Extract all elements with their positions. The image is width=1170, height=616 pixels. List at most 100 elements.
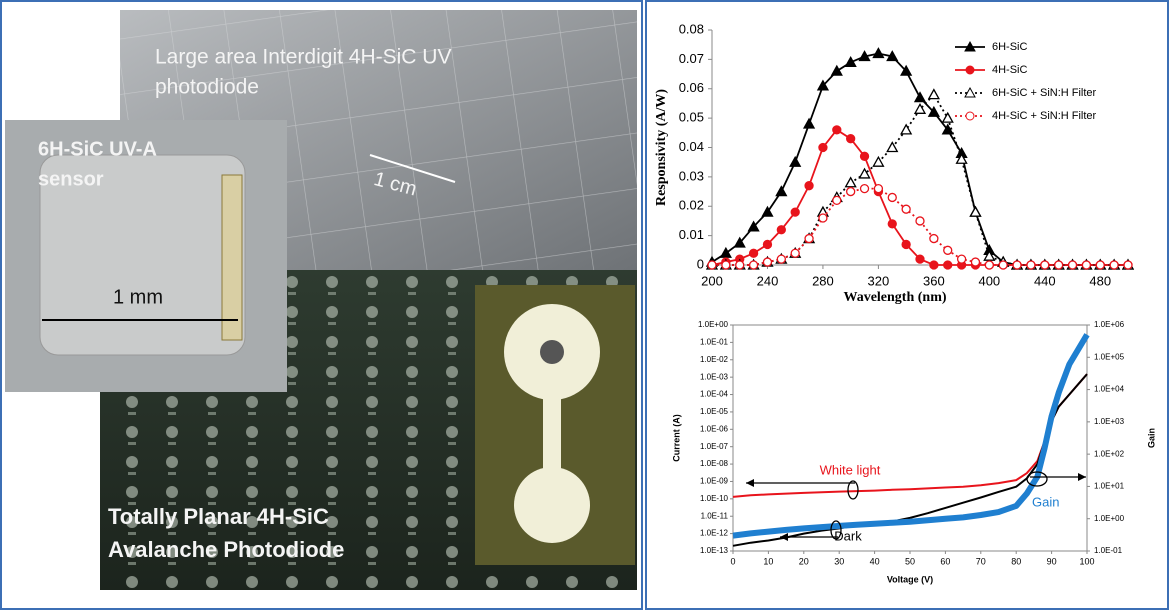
- y-tick-label: 0.02: [679, 198, 704, 213]
- x-axis-title: Wavelength (nm): [843, 290, 946, 305]
- y-axis-title: Current (A): [671, 414, 681, 462]
- marker: [830, 64, 843, 76]
- marker: [1067, 260, 1078, 270]
- right-frame: [645, 0, 1169, 610]
- y-tick-label: 1.0E-04: [700, 390, 729, 399]
- marker: [929, 260, 939, 270]
- x-tick-label: 320: [868, 273, 890, 288]
- photo-label: 1 mm: [113, 286, 163, 308]
- marker: [858, 50, 871, 62]
- y-tick-label: 0.05: [679, 110, 704, 125]
- legend-marker: [965, 111, 975, 121]
- legend-label: 6H-SiC + SiN:H Filter: [992, 87, 1097, 99]
- marker: [873, 183, 884, 194]
- marker: [956, 254, 967, 264]
- ellipse: [847, 480, 859, 500]
- marker: [927, 105, 940, 117]
- apd-pad: [514, 467, 590, 543]
- x-tick-label: 90: [1047, 556, 1057, 566]
- legend-marker: [964, 86, 976, 98]
- marker: [818, 213, 828, 223]
- photo-label: sensor: [38, 168, 104, 190]
- marker: [844, 176, 857, 188]
- x-tick-label: 20: [799, 556, 809, 566]
- y2-axis-title: Gain: [1146, 428, 1156, 448]
- x-axis-title: Voltage (V): [887, 574, 933, 584]
- marker: [984, 260, 994, 270]
- y-tick-label: 1.0E+00: [698, 320, 729, 329]
- y-tick-label: 1.0E-10: [700, 494, 729, 503]
- marker: [818, 142, 828, 153]
- marker: [762, 239, 773, 250]
- y-tick-label: 0.01: [679, 227, 704, 242]
- marker: [1081, 260, 1092, 270]
- marker: [719, 246, 732, 258]
- annotation: White light: [820, 462, 881, 477]
- marker: [761, 205, 774, 217]
- x-tick-label: 100: [1079, 556, 1094, 566]
- marker: [998, 260, 1008, 270]
- y-tick-label: 0.07: [679, 51, 704, 66]
- plot-area: [712, 30, 1128, 265]
- y-tick-label: 1.0E-09: [700, 477, 729, 486]
- ellipse: [1026, 471, 1048, 487]
- scale-1cm: [369, 154, 456, 183]
- arrow-head: [746, 479, 754, 487]
- marker: [789, 155, 802, 167]
- y2-tick-label: 1.0E+06: [1094, 320, 1125, 329]
- y2-tick-label: 1.0E+05: [1094, 352, 1125, 361]
- y2-tick-label: 1.0E+03: [1094, 417, 1125, 426]
- arrow-head: [780, 533, 788, 541]
- legend-marker: [965, 65, 975, 75]
- marker: [1123, 260, 1133, 270]
- y-tick-label: 1.0E-11: [701, 511, 729, 520]
- apd-neck: [543, 395, 561, 475]
- marker: [733, 236, 746, 248]
- marker: [1054, 260, 1064, 270]
- x-tick-label: 30: [834, 556, 844, 566]
- marker: [1095, 260, 1105, 270]
- y-tick-label: 0.06: [679, 80, 704, 95]
- marker: [735, 260, 745, 270]
- y2-tick-label: 1.0E+02: [1094, 449, 1125, 458]
- y-tick-label: 1.0E-01: [700, 337, 729, 346]
- marker: [969, 205, 982, 217]
- marker: [913, 102, 927, 114]
- marker: [747, 220, 760, 232]
- photo-label: photodiode: [155, 76, 259, 99]
- y-tick-label: 1.0E-13: [700, 546, 729, 555]
- marker: [943, 245, 953, 255]
- marker: [1012, 260, 1022, 270]
- x-tick-label: 280: [812, 273, 834, 288]
- marker: [721, 260, 731, 270]
- marker: [943, 260, 953, 270]
- marker: [970, 257, 981, 267]
- y-tick-label: 1.0E-05: [700, 407, 729, 416]
- photo-label: Totally Planar 4H-SiC: [108, 504, 329, 529]
- legend-marker: [964, 40, 976, 52]
- ellipse: [830, 520, 842, 540]
- marker: [886, 141, 899, 153]
- marker: [762, 257, 773, 267]
- x-tick-label: 400: [978, 273, 1000, 288]
- marker: [776, 225, 786, 235]
- x-tick-label: 70: [976, 556, 986, 566]
- marker: [941, 111, 954, 123]
- legend-label: 4H-SiC + SiN:H Filter: [992, 110, 1097, 122]
- marker: [775, 185, 788, 197]
- y2-tick-label: 1.0E+01: [1094, 482, 1125, 491]
- annotation: Dark: [834, 528, 862, 543]
- marker: [900, 123, 913, 135]
- marker: [915, 216, 925, 226]
- marker: [748, 260, 759, 270]
- marker: [887, 192, 897, 203]
- x-tick-label: 480: [1089, 273, 1111, 288]
- marker: [816, 79, 830, 91]
- x-tick-label: 360: [923, 273, 945, 288]
- marker: [832, 195, 842, 206]
- y-axis-title: Responsivity (A/W): [654, 89, 669, 206]
- marker: [707, 260, 717, 270]
- marker: [1026, 260, 1036, 270]
- annotation: Gain: [1032, 494, 1059, 509]
